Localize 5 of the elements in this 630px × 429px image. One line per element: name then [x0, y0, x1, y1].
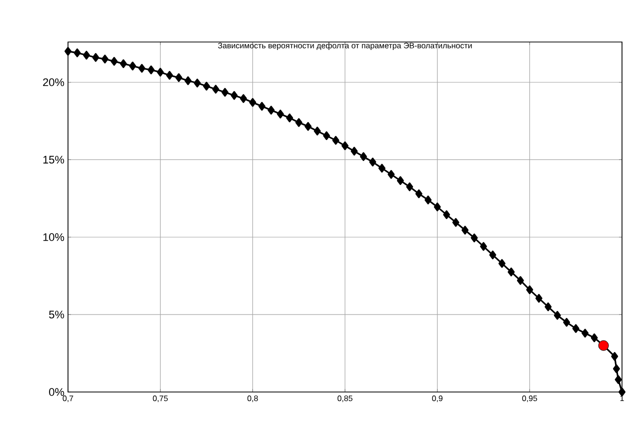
y-tick-label: 15%: [43, 156, 64, 164]
y-tick-label: 20%: [43, 78, 64, 86]
y-tick-label: 5%: [49, 310, 64, 318]
y-tick-label: 0%: [49, 388, 64, 396]
y-tick-label: 10%: [43, 233, 64, 242]
